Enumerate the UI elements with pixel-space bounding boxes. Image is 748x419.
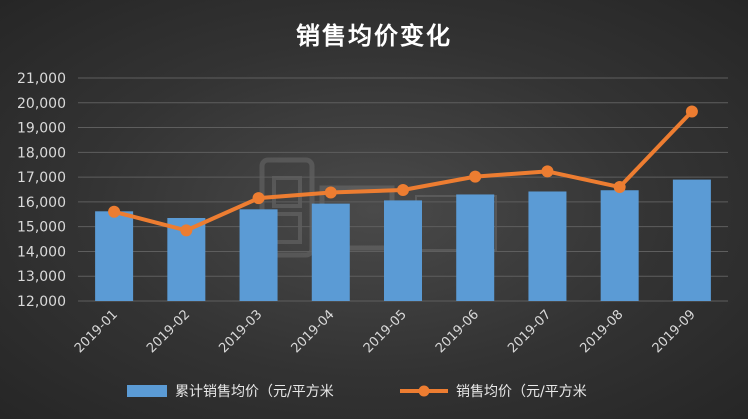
line-point [613, 181, 626, 194]
y-tick-label: 15,000 [17, 220, 66, 236]
legend-swatch-bar [127, 385, 167, 397]
bar [528, 191, 567, 301]
y-tick-label: 19,000 [17, 121, 66, 137]
x-tick-label: 2019-02 [144, 307, 193, 356]
line-point [324, 186, 337, 199]
line-point [252, 192, 265, 205]
x-tick-label: 2019-04 [289, 307, 338, 356]
y-tick-label: 18,000 [17, 145, 66, 161]
line-point [469, 170, 482, 183]
bar [384, 200, 422, 301]
x-tick-label: 2019-07 [505, 307, 554, 356]
y-tick-label: 21,000 [17, 71, 66, 87]
x-tick-label: 2019-03 [216, 307, 265, 356]
y-tick-label: 14,000 [17, 244, 66, 260]
x-tick-label: 2019-08 [577, 307, 626, 356]
x-tick-label: 2019-05 [361, 307, 410, 356]
y-axis: 12,000 13,000 14,000 15,000 16,000 17,000 18,0… [17, 71, 66, 310]
line-point [180, 224, 193, 237]
line-point [108, 205, 121, 218]
line-point [541, 165, 554, 178]
y-tick-label: 12,000 [17, 294, 66, 310]
x-tick-label: 2019-06 [433, 307, 482, 356]
bar [311, 203, 350, 301]
y-tick-label: 17,000 [17, 170, 66, 186]
x-axis: 2019-01 2019-02 2019-03 2019-04 2019-05 2019-… [72, 307, 699, 356]
legend-label-line: 销售均价（元/平方米 [456, 384, 587, 400]
y-tick-label: 20,000 [17, 96, 66, 112]
y-tick-label: 13,000 [17, 269, 66, 285]
chart-title: 销售均价变化 [296, 22, 452, 50]
bar [672, 179, 711, 301]
bar [600, 190, 639, 301]
bar-series [95, 179, 711, 301]
line-point [685, 105, 698, 118]
legend-label-bar: 累计销售均价（元/平方米 [175, 384, 334, 400]
bar [239, 209, 278, 301]
y-tick-label: 16,000 [17, 195, 66, 211]
legend: 累计销售均价（元/平方米 销售均价（元/平方米 [127, 384, 587, 400]
legend-swatch-marker [418, 385, 430, 397]
bar [456, 194, 495, 301]
bar [95, 211, 134, 301]
x-tick-label: 2019-09 [650, 307, 699, 356]
x-tick-label: 2019-01 [72, 307, 121, 356]
line-point [397, 183, 409, 196]
line-series [108, 105, 698, 237]
